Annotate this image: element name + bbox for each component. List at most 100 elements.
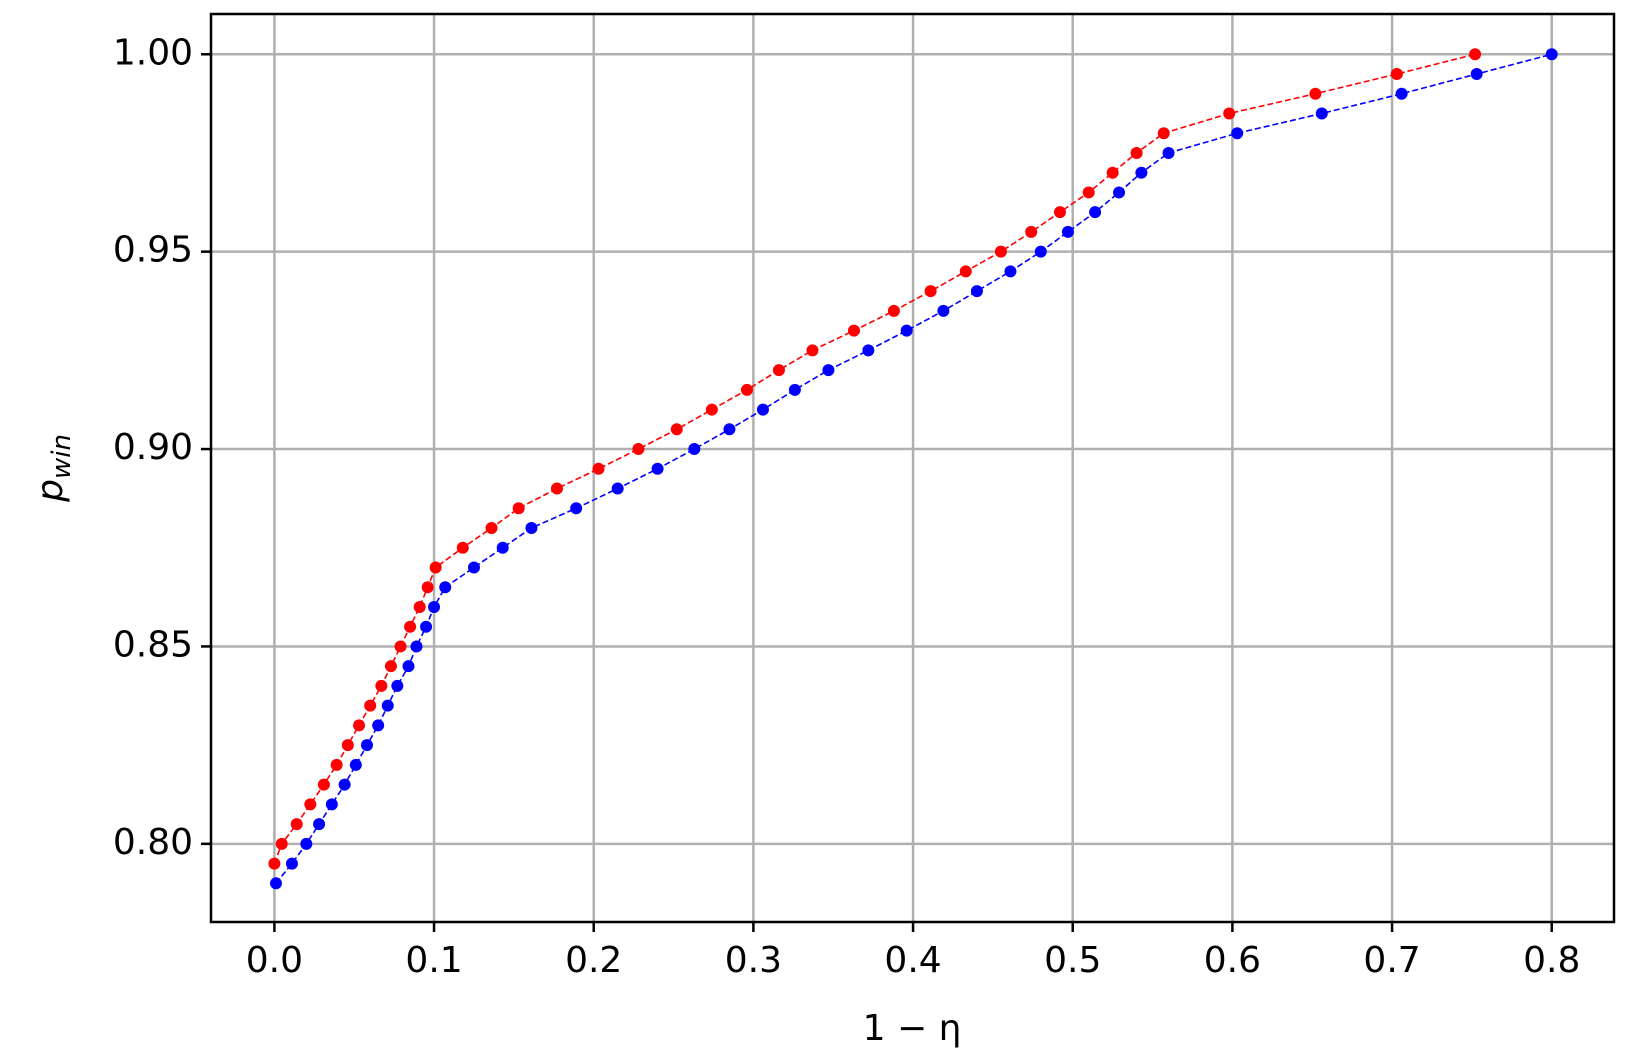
data-point <box>384 660 397 673</box>
y-tick-label: 0.90 <box>113 427 193 468</box>
data-point <box>550 482 563 495</box>
data-point <box>341 739 354 752</box>
data-point <box>994 245 1007 258</box>
data-point <box>570 502 583 515</box>
x-tick-label: 0.3 <box>725 940 782 981</box>
y-tick-label: 0.95 <box>113 230 193 271</box>
x-tick-label: 0.0 <box>246 940 303 981</box>
data-point <box>822 364 835 377</box>
data-point <box>1004 265 1017 278</box>
data-point <box>1061 225 1074 238</box>
data-point <box>592 462 605 475</box>
x-tick-label: 0.1 <box>405 940 462 981</box>
data-point <box>364 699 377 712</box>
data-point <box>1390 68 1403 81</box>
data-point <box>429 561 442 574</box>
data-point <box>1130 146 1143 159</box>
data-point <box>391 679 404 692</box>
data-point <box>611 482 624 495</box>
data-point <box>723 423 736 436</box>
data-point <box>402 660 415 673</box>
data-point <box>1545 48 1558 61</box>
data-point <box>741 383 754 396</box>
data-point <box>304 798 317 811</box>
x-tick-label: 0.2 <box>565 940 622 981</box>
data-point <box>439 581 452 594</box>
data-point <box>847 324 860 337</box>
data-point <box>937 304 950 317</box>
data-point <box>1082 186 1095 199</box>
data-point <box>375 679 388 692</box>
data-point <box>300 837 313 850</box>
data-point <box>413 600 426 613</box>
data-point <box>1106 166 1119 179</box>
data-point <box>1469 48 1482 61</box>
data-point <box>1315 107 1328 120</box>
data-point <box>772 364 785 377</box>
data-point <box>268 857 281 870</box>
data-point <box>670 423 683 436</box>
data-point <box>862 344 875 357</box>
data-point <box>1162 146 1175 159</box>
y-axis-label-main: p <box>30 479 71 503</box>
data-point <box>325 798 338 811</box>
data-point <box>394 640 407 653</box>
x-tick-label: 0.6 <box>1204 940 1261 981</box>
data-point <box>404 620 417 633</box>
x-tick-label: 0.5 <box>1044 940 1101 981</box>
data-point <box>410 640 423 653</box>
data-point <box>353 719 366 732</box>
data-point <box>525 522 538 535</box>
data-point <box>1135 166 1148 179</box>
data-point <box>1034 245 1047 258</box>
y-axis-label-sub: win <box>47 434 77 479</box>
data-point <box>970 285 983 298</box>
data-point <box>313 818 326 831</box>
data-point <box>1231 127 1244 140</box>
data-point <box>1025 225 1038 238</box>
data-point <box>924 285 937 298</box>
data-point <box>467 561 480 574</box>
data-point <box>1309 87 1322 100</box>
data-point <box>330 758 343 771</box>
data-point <box>900 324 913 337</box>
data-point <box>1223 107 1236 120</box>
data-point <box>1113 186 1126 199</box>
data-point <box>372 719 385 732</box>
data-point <box>632 443 645 456</box>
data-point <box>428 600 441 613</box>
data-point <box>788 383 801 396</box>
data-point <box>290 818 303 831</box>
data-point <box>456 541 469 554</box>
series-line <box>273 53 1476 864</box>
data-point <box>887 304 900 317</box>
data-point <box>338 778 351 791</box>
data-point <box>420 620 433 633</box>
data-point <box>1053 206 1066 219</box>
x-tick-label: 0.8 <box>1523 940 1580 981</box>
data-point <box>512 502 525 515</box>
data-point <box>959 265 972 278</box>
x-tick-label: 0.4 <box>884 940 941 981</box>
y-tick-label: 0.80 <box>113 822 193 863</box>
data-point <box>275 837 288 850</box>
x-axis-label: 1 − η <box>863 1008 962 1049</box>
data-point <box>806 344 819 357</box>
data-point <box>756 403 769 416</box>
data-point <box>496 541 509 554</box>
y-tick-label: 1.00 <box>113 32 193 73</box>
data-point <box>1157 127 1170 140</box>
plot-frame <box>209 12 1616 924</box>
x-tick-label: 0.7 <box>1363 940 1420 981</box>
data-point <box>1470 68 1483 81</box>
y-tick-label: 0.85 <box>113 624 193 665</box>
data-point <box>317 778 330 791</box>
data-point <box>1395 87 1408 100</box>
data-point <box>360 739 373 752</box>
data-point <box>269 877 282 890</box>
data-point <box>349 758 362 771</box>
data-point <box>705 403 718 416</box>
y-axis-label: pwin <box>30 434 77 503</box>
data-point <box>421 581 434 594</box>
